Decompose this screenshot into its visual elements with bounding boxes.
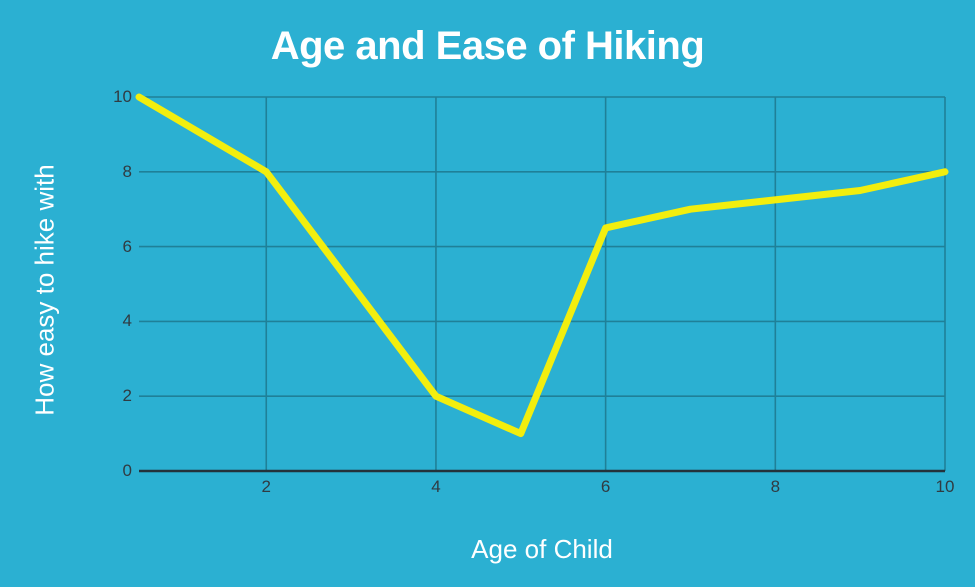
y-tick-label: 8: [122, 161, 132, 181]
x-tick-label: 8: [770, 477, 781, 496]
chart-title: Age and Ease of Hiking: [270, 24, 705, 68]
y-tick-label: 4: [122, 311, 132, 331]
y-tick-label: 0: [122, 461, 132, 480]
x-tick-label: 10: [935, 477, 955, 496]
gridlines: [139, 96, 946, 471]
x-tick-label: 4: [431, 477, 441, 496]
x-tick-label: 2: [261, 477, 271, 496]
y-tick-label: 6: [122, 236, 132, 256]
y-tick-label: 10: [113, 87, 132, 106]
x-tick-label: 6: [600, 477, 611, 496]
y-tick-label: 2: [122, 386, 132, 406]
x-axis-title: Age of Child: [471, 534, 613, 564]
data-line-series: [135, 93, 949, 438]
